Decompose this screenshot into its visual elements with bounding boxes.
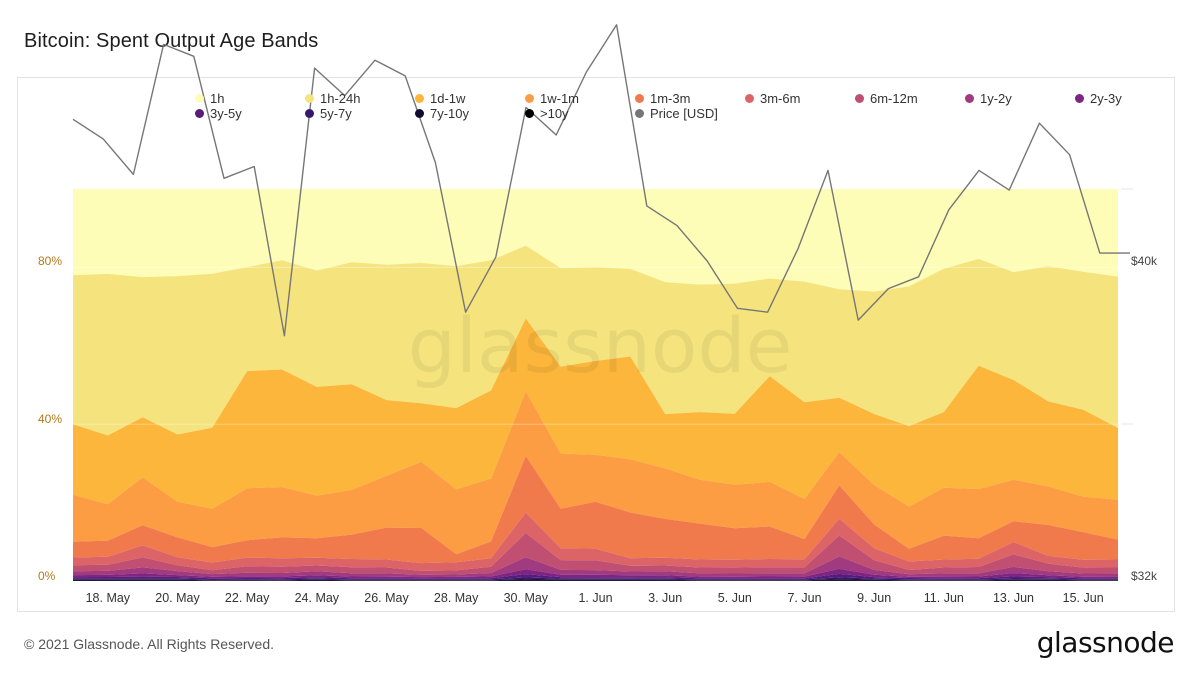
legend-item[interactable]: >10y [525,106,569,121]
watermark: glassnode [408,301,793,390]
x-axis-tick-label: 24. May [295,591,340,605]
legend-item[interactable]: 3y-5y [195,106,242,121]
x-axis-tick-label: 1. Jun [578,591,612,605]
legend-label: 5y-7y [320,106,352,121]
legend-label: 6m-12m [870,91,918,106]
area-bands [73,189,1118,581]
legend-label: 1m-3m [650,91,691,106]
legend-swatch [195,94,204,103]
legend-label: 7y-10y [430,106,470,121]
legend-item[interactable]: 1h-24h [305,91,360,106]
x-axis-tick-label: 13. Jun [993,591,1034,605]
legend-label: 1d-1w [430,91,466,106]
area-band-1m-3m [73,456,1118,564]
x-axis-tick-label: 7. Jun [787,591,821,605]
legend-item[interactable]: 1y-2y [965,91,1012,106]
area-band-1h-24h [73,245,1118,436]
area-band-1y-2y [73,556,1118,578]
y-axis-tick-label: 40% [38,412,62,426]
legend-swatch [635,109,644,118]
area-band-2y-3y [73,568,1118,579]
legend-item[interactable]: 7y-10y [415,106,469,121]
legend-swatch [965,94,974,103]
legend-item[interactable]: 2y-3y [1075,91,1122,106]
legend-label: 3m-6m [760,91,801,106]
area-band-6m-12m [73,532,1118,575]
legend-swatch [745,94,754,103]
chart-frame [17,77,1175,612]
legend-item[interactable]: 5y-7y [305,106,352,121]
x-axis-tick-label: 22. May [225,591,270,605]
legend-swatch [305,109,314,118]
legend-label: 2y-3y [1090,91,1122,106]
area-band-7y-10y [73,579,1118,581]
area-band-3y-5y [73,573,1118,580]
legend-swatch [635,94,644,103]
price-line [72,24,1130,337]
x-axis-tick-label: 5. Jun [718,591,752,605]
legend-swatch [305,94,314,103]
x-axis-tick-label: 26. May [364,591,409,605]
area-band-1h [73,189,1118,292]
legend-label: 1w-1m [540,91,580,106]
legend-item[interactable]: 3m-6m [745,91,800,106]
legend-swatch [195,109,204,118]
legend-label: >10y [540,106,569,121]
legend-swatch [855,94,864,103]
glassnode-logo: glassnode [1036,626,1175,659]
x-axis-tick-label: 15. Jun [1063,591,1104,605]
area-band-1d-1w [73,318,1118,509]
x-axis-tick-label: 3. Jun [648,591,682,605]
legend-label: Price [USD] [650,106,718,121]
price-axis-tick-label: $32k [1131,569,1158,583]
legend-item[interactable]: 1h [195,91,224,106]
legend-swatch [525,109,534,118]
legend-swatch [1075,94,1084,103]
y-axis-tick-label: 80% [38,254,62,268]
x-axis-tick-label: 20. May [155,591,200,605]
legend-item[interactable]: Price [USD] [635,106,718,121]
price-axis-tick-label: $40k [1131,254,1158,268]
legend-item[interactable]: 1d-1w [415,91,465,106]
x-axis-tick-label: 30. May [504,591,549,605]
area-band-3m-6m [73,512,1118,571]
y-axis-tick-label: 0% [38,569,56,583]
legend-swatch [415,94,424,103]
legend-item[interactable]: 1m-3m [635,91,690,106]
legend-item[interactable]: 6m-12m [855,91,918,106]
area-band-5y-7y [73,577,1118,581]
legend-label: 1h [210,91,225,106]
legend-item[interactable]: 1w-1m [525,91,579,106]
legend-swatch [415,109,424,118]
chart-title: Bitcoin: Spent Output Age Bands [24,30,319,52]
legend-swatch [525,94,534,103]
legend-label: 3y-5y [210,106,242,121]
copyright-notice: © 2021 Glassnode. All Rights Reserved. [24,636,275,652]
legend-label: 1y-2y [980,91,1012,106]
x-axis-tick-label: 28. May [434,591,479,605]
area-band-1w-1m [73,391,1118,555]
x-axis-tick-label: 18. May [86,591,131,605]
x-axis-tick-label: 9. Jun [857,591,891,605]
legend-label: 1h-24h [320,91,361,106]
x-axis-tick-label: 11. Jun [924,591,964,605]
